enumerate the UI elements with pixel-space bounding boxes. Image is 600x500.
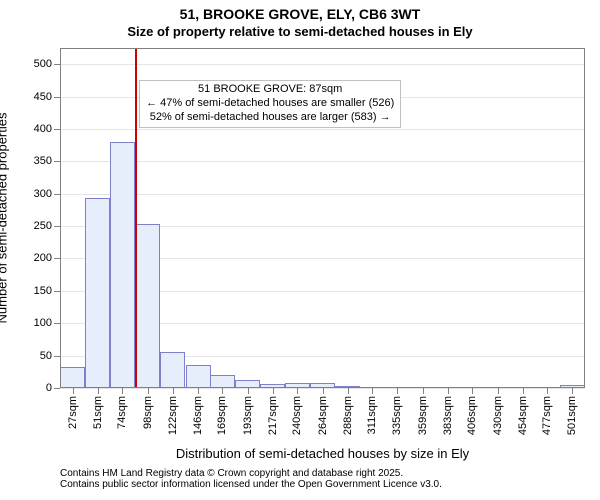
x-tick-label: 51sqm [92, 396, 104, 429]
y-tick-label: 150 [34, 285, 52, 297]
y-tick-label: 0 [46, 382, 52, 394]
y-tick-label: 50 [40, 350, 52, 362]
x-tick-label: 454sqm [517, 396, 529, 435]
y-tick-label: 400 [34, 123, 52, 135]
histogram-plot-area: 51 BROOKE GROVE: 87sqm ← 47% of semi-det… [60, 48, 585, 388]
y-tick-label: 450 [34, 91, 52, 103]
y-tick-label: 250 [34, 220, 52, 232]
x-tick-label: 311sqm [366, 396, 378, 434]
y-tick-label: 100 [34, 317, 52, 329]
x-tick-label: 74sqm [116, 396, 128, 429]
y-tick-labels: 050100150200250300350400450500 [0, 48, 58, 388]
x-tick-label: 217sqm [267, 396, 279, 435]
x-tick-label: 430sqm [492, 396, 504, 435]
x-tick-label: 501sqm [566, 396, 578, 435]
y-tick-label: 200 [34, 252, 52, 264]
x-tick-label: 169sqm [216, 396, 228, 435]
x-tick-label: 98sqm [142, 396, 154, 429]
x-tick-label: 335sqm [391, 396, 403, 435]
x-tick-label: 406sqm [466, 396, 478, 435]
x-axis-label: Distribution of semi-detached houses by … [60, 446, 585, 461]
x-tick-label: 264sqm [317, 396, 329, 435]
footer-line-2: Contains public sector information licen… [0, 479, 600, 490]
chart-title-main: 51, BROOKE GROVE, ELY, CB6 3WT [0, 6, 600, 22]
chart-title-block: 51, BROOKE GROVE, ELY, CB6 3WT Size of p… [0, 0, 600, 39]
x-tick-label: 288sqm [342, 396, 354, 435]
footer-line-1: Contains HM Land Registry data © Crown c… [0, 468, 600, 479]
chart-title-sub: Size of property relative to semi-detach… [0, 24, 600, 39]
x-tick-label: 477sqm [541, 396, 553, 435]
x-tick-label: 193sqm [242, 396, 254, 435]
annotation-line-3: 52% of semi-detached houses are larger (… [146, 111, 394, 125]
annotation-line-1: 51 BROOKE GROVE: 87sqm [146, 83, 394, 97]
x-tick-label: 122sqm [167, 396, 179, 435]
x-tick-label: 359sqm [417, 396, 429, 435]
y-tick-label: 300 [34, 188, 52, 200]
x-tick-label: 146sqm [192, 396, 204, 435]
annotation-callout: 51 BROOKE GROVE: 87sqm ← 47% of semi-det… [139, 80, 401, 127]
y-tick-label: 500 [34, 58, 52, 70]
annotation-line-2: ← 47% of semi-detached houses are smalle… [146, 97, 394, 111]
y-tick-label: 350 [34, 155, 52, 167]
x-tick-label: 27sqm [67, 396, 79, 429]
attribution-footer: Contains HM Land Registry data © Crown c… [0, 468, 600, 490]
x-tick-label: 240sqm [291, 396, 303, 435]
x-tick-label: 383sqm [442, 396, 454, 435]
